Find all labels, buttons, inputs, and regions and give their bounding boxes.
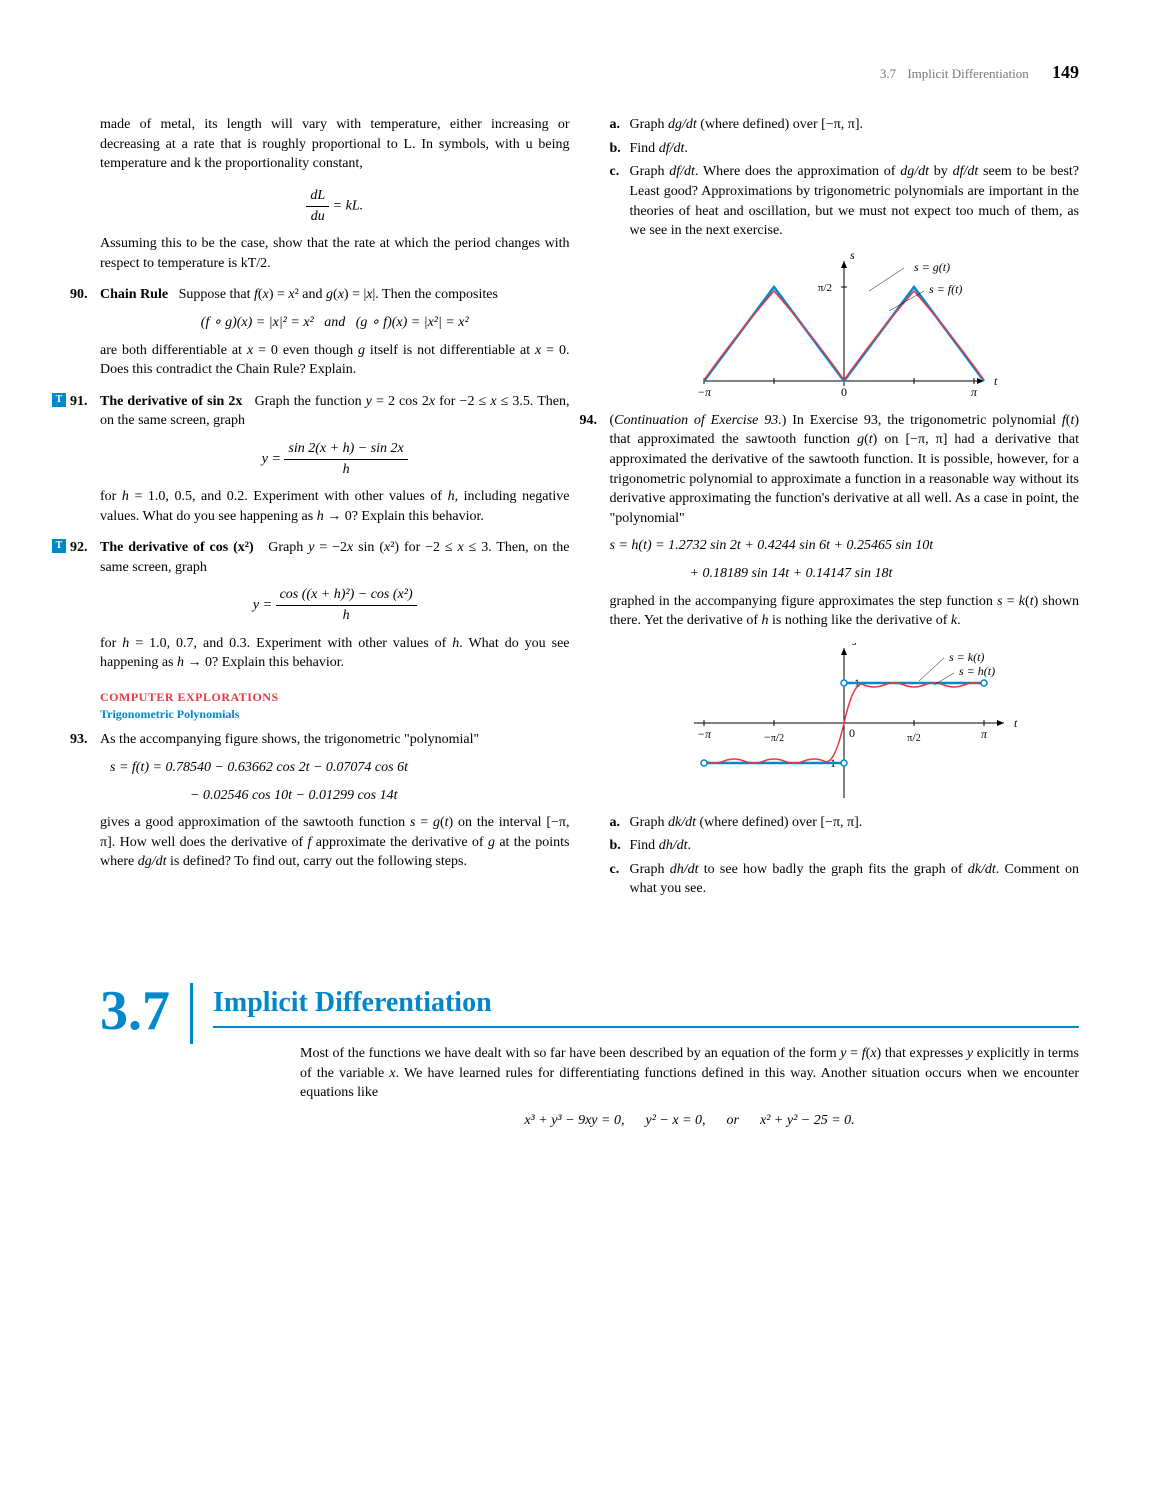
exercise-91: T 91. The derivative of sin 2x Graph the… (100, 392, 570, 527)
ex93-body1: As the accompanying figure shows, the tr… (100, 732, 479, 747)
ex94-body1: (Continuation of Exercise 93.) In Exerci… (610, 413, 1080, 526)
t-icon: T (52, 393, 66, 407)
ex92-title: The derivative of cos (x²) (100, 540, 254, 555)
svg-text:π: π (971, 385, 978, 399)
svg-text:t: t (994, 374, 998, 388)
section-number: 3.7 (100, 983, 170, 1039)
exercise-94: 94. (Continuation of Exercise 93.) In Ex… (610, 411, 1080, 631)
ex94-eq1: s = h(t) = 1.2732 sin 2t + 0.4244 sin 6t… (610, 536, 1080, 556)
ex90-eq: (f ∘ g)(x) = |x|² = x² and (g ∘ f)(x) = … (100, 313, 570, 333)
svg-text:0: 0 (849, 726, 855, 740)
ex93-num: 93. (70, 730, 88, 750)
sub94-a-text: Graph dk/dt (where defined) over [−π, π]… (630, 815, 863, 830)
section-intro-text: Most of the functions we have dealt with… (300, 1046, 1079, 1100)
ex94-num: 94. (580, 411, 598, 431)
ex93-sub-a: a. Graph dg/dt (where defined) over [−π,… (610, 115, 1080, 135)
ex94-sub-a: a. Graph dk/dt (where defined) over [−π,… (610, 813, 1080, 833)
sub-c-text: Graph df/dt. Where does the approximatio… (630, 164, 1080, 238)
computer-explorations-heading: COMPUTER EXPLORATIONS (100, 689, 570, 706)
sub-a-text: Graph dg/dt (where defined) over [−π, π]… (630, 117, 864, 132)
svg-text:π/2: π/2 (818, 282, 832, 294)
sub94-letter-a: a. (610, 813, 621, 833)
ex90-title: Chain Rule (100, 287, 168, 302)
ex94-sub-c: c. Graph dh/dt to see how badly the grap… (610, 860, 1080, 899)
intro-paragraph: made of metal, its length will vary with… (100, 115, 570, 174)
ex90-num: 90. (70, 285, 88, 305)
left-column: made of metal, its length will vary with… (100, 115, 570, 903)
header-section-name: Implicit Differentiation (907, 66, 1028, 81)
svg-text:π: π (981, 727, 988, 741)
svg-text:−π: −π (697, 385, 712, 399)
after-dL-para: Assuming this to be the case, show that … (100, 234, 570, 273)
svg-text:0: 0 (841, 385, 847, 399)
sub94-c-text: Graph dh/dt to see how badly the graph f… (630, 862, 1079, 897)
sub-b-text: Find df/dt. (630, 141, 688, 156)
ex91-title: The derivative of sin 2x (100, 394, 242, 409)
svg-text:s = k(t): s = k(t) (949, 650, 984, 664)
ex92-body2: for h = 1.0, 0.7, and 0.3. Experiment wi… (100, 636, 570, 671)
chart-sawtooth: −π 0 π t s π/2 s = g(t) s = f(t) (674, 251, 1014, 401)
exercise-90: 90. Chain Rule Suppose that f(x) = x² an… (100, 285, 570, 379)
sub94-b-text: Find dh/dt. (630, 838, 691, 853)
header-section-num: 3.7 (880, 66, 896, 81)
exercise-92: T 92. The derivative of cos (x²) Graph y… (100, 538, 570, 673)
sub-letter-b: b. (610, 139, 621, 159)
sub94-letter-c: c. (610, 860, 620, 880)
svg-text:−π: −π (697, 727, 712, 741)
section-intro: Most of the functions we have dealt with… (300, 1044, 1079, 1130)
after-dL-text: Assuming this to be the case, show that … (100, 236, 570, 271)
svg-text:s: s (850, 251, 855, 262)
ex94-body2: graphed in the accompanying figure appro… (610, 594, 1080, 629)
t-icon: T (52, 539, 66, 553)
section-title: Implicit Differentiation (213, 983, 1079, 1028)
intro-text: made of metal, its length will vary with… (100, 117, 570, 171)
page-header: 3.7 Implicit Differentiation 149 (100, 60, 1079, 85)
ex91-num: 91. (70, 392, 88, 412)
trig-poly-heading: Trigonometric Polynomials (100, 706, 570, 723)
chart-step: −π −π/2 0 π/2 π t s 1 −1 (664, 643, 1024, 803)
ex90-body1: Suppose that f(x) = x² and g(x) = |x|. T… (179, 287, 498, 302)
header-page-num: 149 (1052, 62, 1079, 82)
equation-dL: dLdu = kL. (100, 186, 570, 226)
ex93-eq2: − 0.02546 cos 10t − 0.01299 cos 14t (100, 786, 570, 806)
sub-letter-a: a. (610, 115, 621, 135)
sub-letter-c: c. (610, 162, 620, 182)
svg-text:π/2: π/2 (908, 730, 921, 744)
section-eq: x³ + y³ − 9xy = 0, y² − x = 0, or x² + y… (300, 1111, 1079, 1131)
svg-text:−π/2: −π/2 (764, 730, 784, 744)
ex93-sublist: a. Graph dg/dt (where defined) over [−π,… (610, 115, 1080, 241)
right-column: a. Graph dg/dt (where defined) over [−π,… (610, 115, 1080, 903)
exercise-93: 93. As the accompanying figure shows, th… (100, 730, 570, 872)
svg-text:s = g(t): s = g(t) (914, 260, 950, 274)
ex91-body2: for h = 1.0, 0.5, and 0.2. Experiment wi… (100, 489, 570, 524)
ex90-body2: are both differentiable at x = 0 even th… (100, 343, 570, 378)
sub94-letter-b: b. (610, 836, 621, 856)
svg-text:s = f(t): s = f(t) (929, 282, 962, 296)
ex94-sublist: a. Graph dk/dt (where defined) over [−π,… (610, 813, 1080, 899)
ex93-sub-b: b. Find df/dt. (610, 139, 1080, 159)
ex93-body2: gives a good approximation of the sawtoo… (100, 815, 570, 869)
ex94-eq2: + 0.18189 sin 14t + 0.14147 sin 18t (610, 564, 1080, 584)
ex92-num: 92. (70, 538, 88, 558)
page-root: 3.7 Implicit Differentiation 149 made of… (0, 0, 1159, 1500)
svg-text:s: s (852, 643, 857, 648)
ex93-eq1: s = f(t) = 0.78540 − 0.63662 cos 2t − 0.… (100, 758, 570, 778)
section-title-block: Implicit Differentiation (190, 983, 1079, 1044)
ex91-eq: y = sin 2(x + h) − sin 2xh (100, 439, 570, 479)
ex93-sub-c: c. Graph df/dt. Where does the approxima… (610, 162, 1080, 240)
ex92-eq: y = cos ((x + h)²) − cos (x²)h (100, 585, 570, 625)
section-3-7: 3.7 Implicit Differentiation (100, 983, 1079, 1044)
svg-text:s = h(t): s = h(t) (959, 664, 995, 678)
two-column-layout: made of metal, its length will vary with… (100, 115, 1079, 903)
ex94-sub-b: b. Find dh/dt. (610, 836, 1080, 856)
svg-text:t: t (1014, 716, 1018, 730)
